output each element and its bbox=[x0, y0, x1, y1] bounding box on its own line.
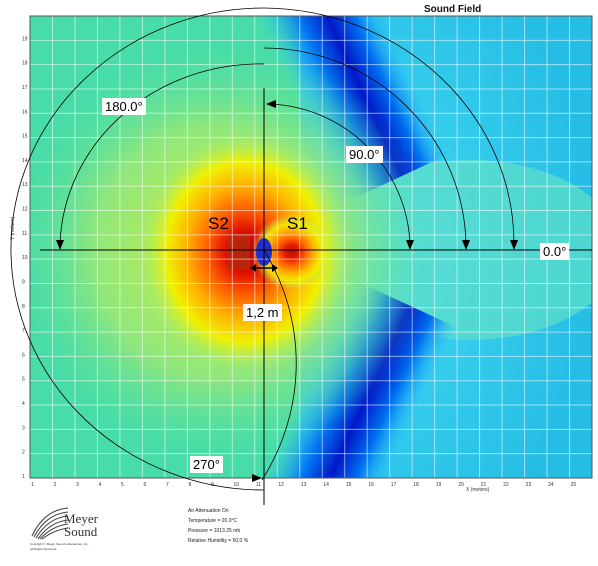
x-tick-label: 11 bbox=[256, 482, 261, 488]
x-axis-label: X (meters) bbox=[466, 487, 490, 493]
angle-label-270: 270° bbox=[190, 456, 223, 473]
spacing-arrow bbox=[250, 264, 278, 272]
arrowheads bbox=[56, 100, 518, 482]
x-tick-label: 4 bbox=[99, 482, 102, 488]
logo-copyright: Copyright © Meyer Sound Laboratories, In… bbox=[30, 542, 89, 546]
angle-label-90: 90.0° bbox=[346, 146, 383, 163]
x-tick-label: 3 bbox=[76, 482, 79, 488]
logo-rights: All Rights Reserved bbox=[30, 547, 57, 551]
y-tick-label: 1 bbox=[22, 474, 25, 480]
x-tick-label: 21 bbox=[481, 482, 487, 488]
arc-180-inner bbox=[59, 63, 265, 245]
y-tick-label: 13 bbox=[22, 182, 28, 188]
pressure: Pressure = 1013.25 mb bbox=[188, 528, 241, 534]
spacing-label: 1,2 m bbox=[243, 304, 282, 321]
x-tick-label: 5 bbox=[121, 482, 124, 488]
x-tick-label: 10 bbox=[233, 482, 239, 488]
y-tick-label: 19 bbox=[22, 36, 28, 42]
angle-label-0: 0.0° bbox=[540, 243, 570, 260]
meyer-sound-logo: Meyer Sound Copyright © Meyer Sound Labo… bbox=[30, 502, 140, 556]
arc-bottom-270 bbox=[261, 249, 297, 481]
source-label-s1: S1 bbox=[287, 214, 308, 233]
polar-arcs bbox=[10, 7, 515, 491]
source-label-s2: S2 bbox=[208, 214, 229, 233]
x-tick-label: 14 bbox=[323, 482, 329, 488]
field-heatmap bbox=[30, 16, 592, 478]
x-tick-label: 18 bbox=[413, 482, 419, 488]
grid-lines bbox=[30, 16, 592, 478]
x-tick-label: 16 bbox=[368, 482, 374, 488]
x-axis-ticks: 1 2 3 4 5 6 7 8 9 10 11 12 13 14 15 16 17 18 19 20 21 22 23 24 2… bbox=[31, 482, 576, 488]
y-tick-label: 2 bbox=[22, 450, 25, 456]
y-tick-label: 7 bbox=[22, 328, 25, 334]
y-tick-label: 14 bbox=[22, 158, 28, 164]
y-tick-label: 3 bbox=[22, 425, 25, 431]
y-tick-label: 15 bbox=[22, 134, 28, 140]
air-attenuation: Air Attenuation On bbox=[188, 508, 229, 514]
y-tick-label: 16 bbox=[22, 109, 28, 115]
x-tick-label: 19 bbox=[436, 482, 442, 488]
x-tick-label: 24 bbox=[548, 482, 554, 488]
logo-name-line2: Sound bbox=[64, 524, 98, 539]
x-tick-label: 25 bbox=[571, 482, 577, 488]
logo-name-line1: Meyer bbox=[64, 511, 98, 526]
x-tick-label: 2 bbox=[54, 482, 57, 488]
chart-title: Sound Field bbox=[424, 4, 482, 15]
arc-outer-465 bbox=[263, 47, 467, 245]
y-tick-label: 11 bbox=[22, 231, 27, 237]
y-tick-label: 8 bbox=[22, 304, 25, 310]
x-tick-label: 15 bbox=[346, 482, 352, 488]
y-tick-label: 18 bbox=[22, 61, 28, 67]
temperature: Temperature = 20.0°C bbox=[188, 518, 238, 524]
x-tick-label: 12 bbox=[278, 482, 284, 488]
y-tick-label: 17 bbox=[22, 85, 28, 91]
x-tick-label: 6 bbox=[144, 482, 147, 488]
x-tick-label: 23 bbox=[526, 482, 532, 488]
x-tick-label: 13 bbox=[301, 482, 307, 488]
x-tick-label: 1 bbox=[31, 482, 34, 488]
y-axis-label: Y (meters) bbox=[10, 216, 16, 240]
y-tick-label: 9 bbox=[22, 279, 25, 285]
y-tick-label: 10 bbox=[22, 255, 28, 261]
relative-humidity: Relative Humidity = 50.0 % bbox=[188, 538, 249, 544]
y-tick-label: 6 bbox=[22, 352, 25, 358]
x-tick-label: 20 bbox=[458, 482, 464, 488]
logo-mark-icon bbox=[31, 507, 69, 540]
arc-outer-515 bbox=[263, 7, 515, 245]
x-tick-label: 8 bbox=[188, 482, 191, 488]
y-tick-label: 4 bbox=[22, 401, 25, 407]
x-tick-label: 7 bbox=[166, 482, 169, 488]
y-tick-label: 5 bbox=[22, 377, 25, 383]
y-tick-label: 12 bbox=[22, 207, 28, 213]
direction-lines bbox=[40, 88, 592, 505]
angle-label-180: 180.0° bbox=[102, 98, 146, 115]
arc-270 bbox=[10, 7, 265, 491]
y-axis-ticks: 19 18 17 16 15 14 13 12 11 10 9 8 7 6 5 4 3 2 1 bbox=[22, 36, 28, 480]
x-tick-label: 22 bbox=[503, 482, 509, 488]
x-tick-label: 17 bbox=[391, 482, 397, 488]
